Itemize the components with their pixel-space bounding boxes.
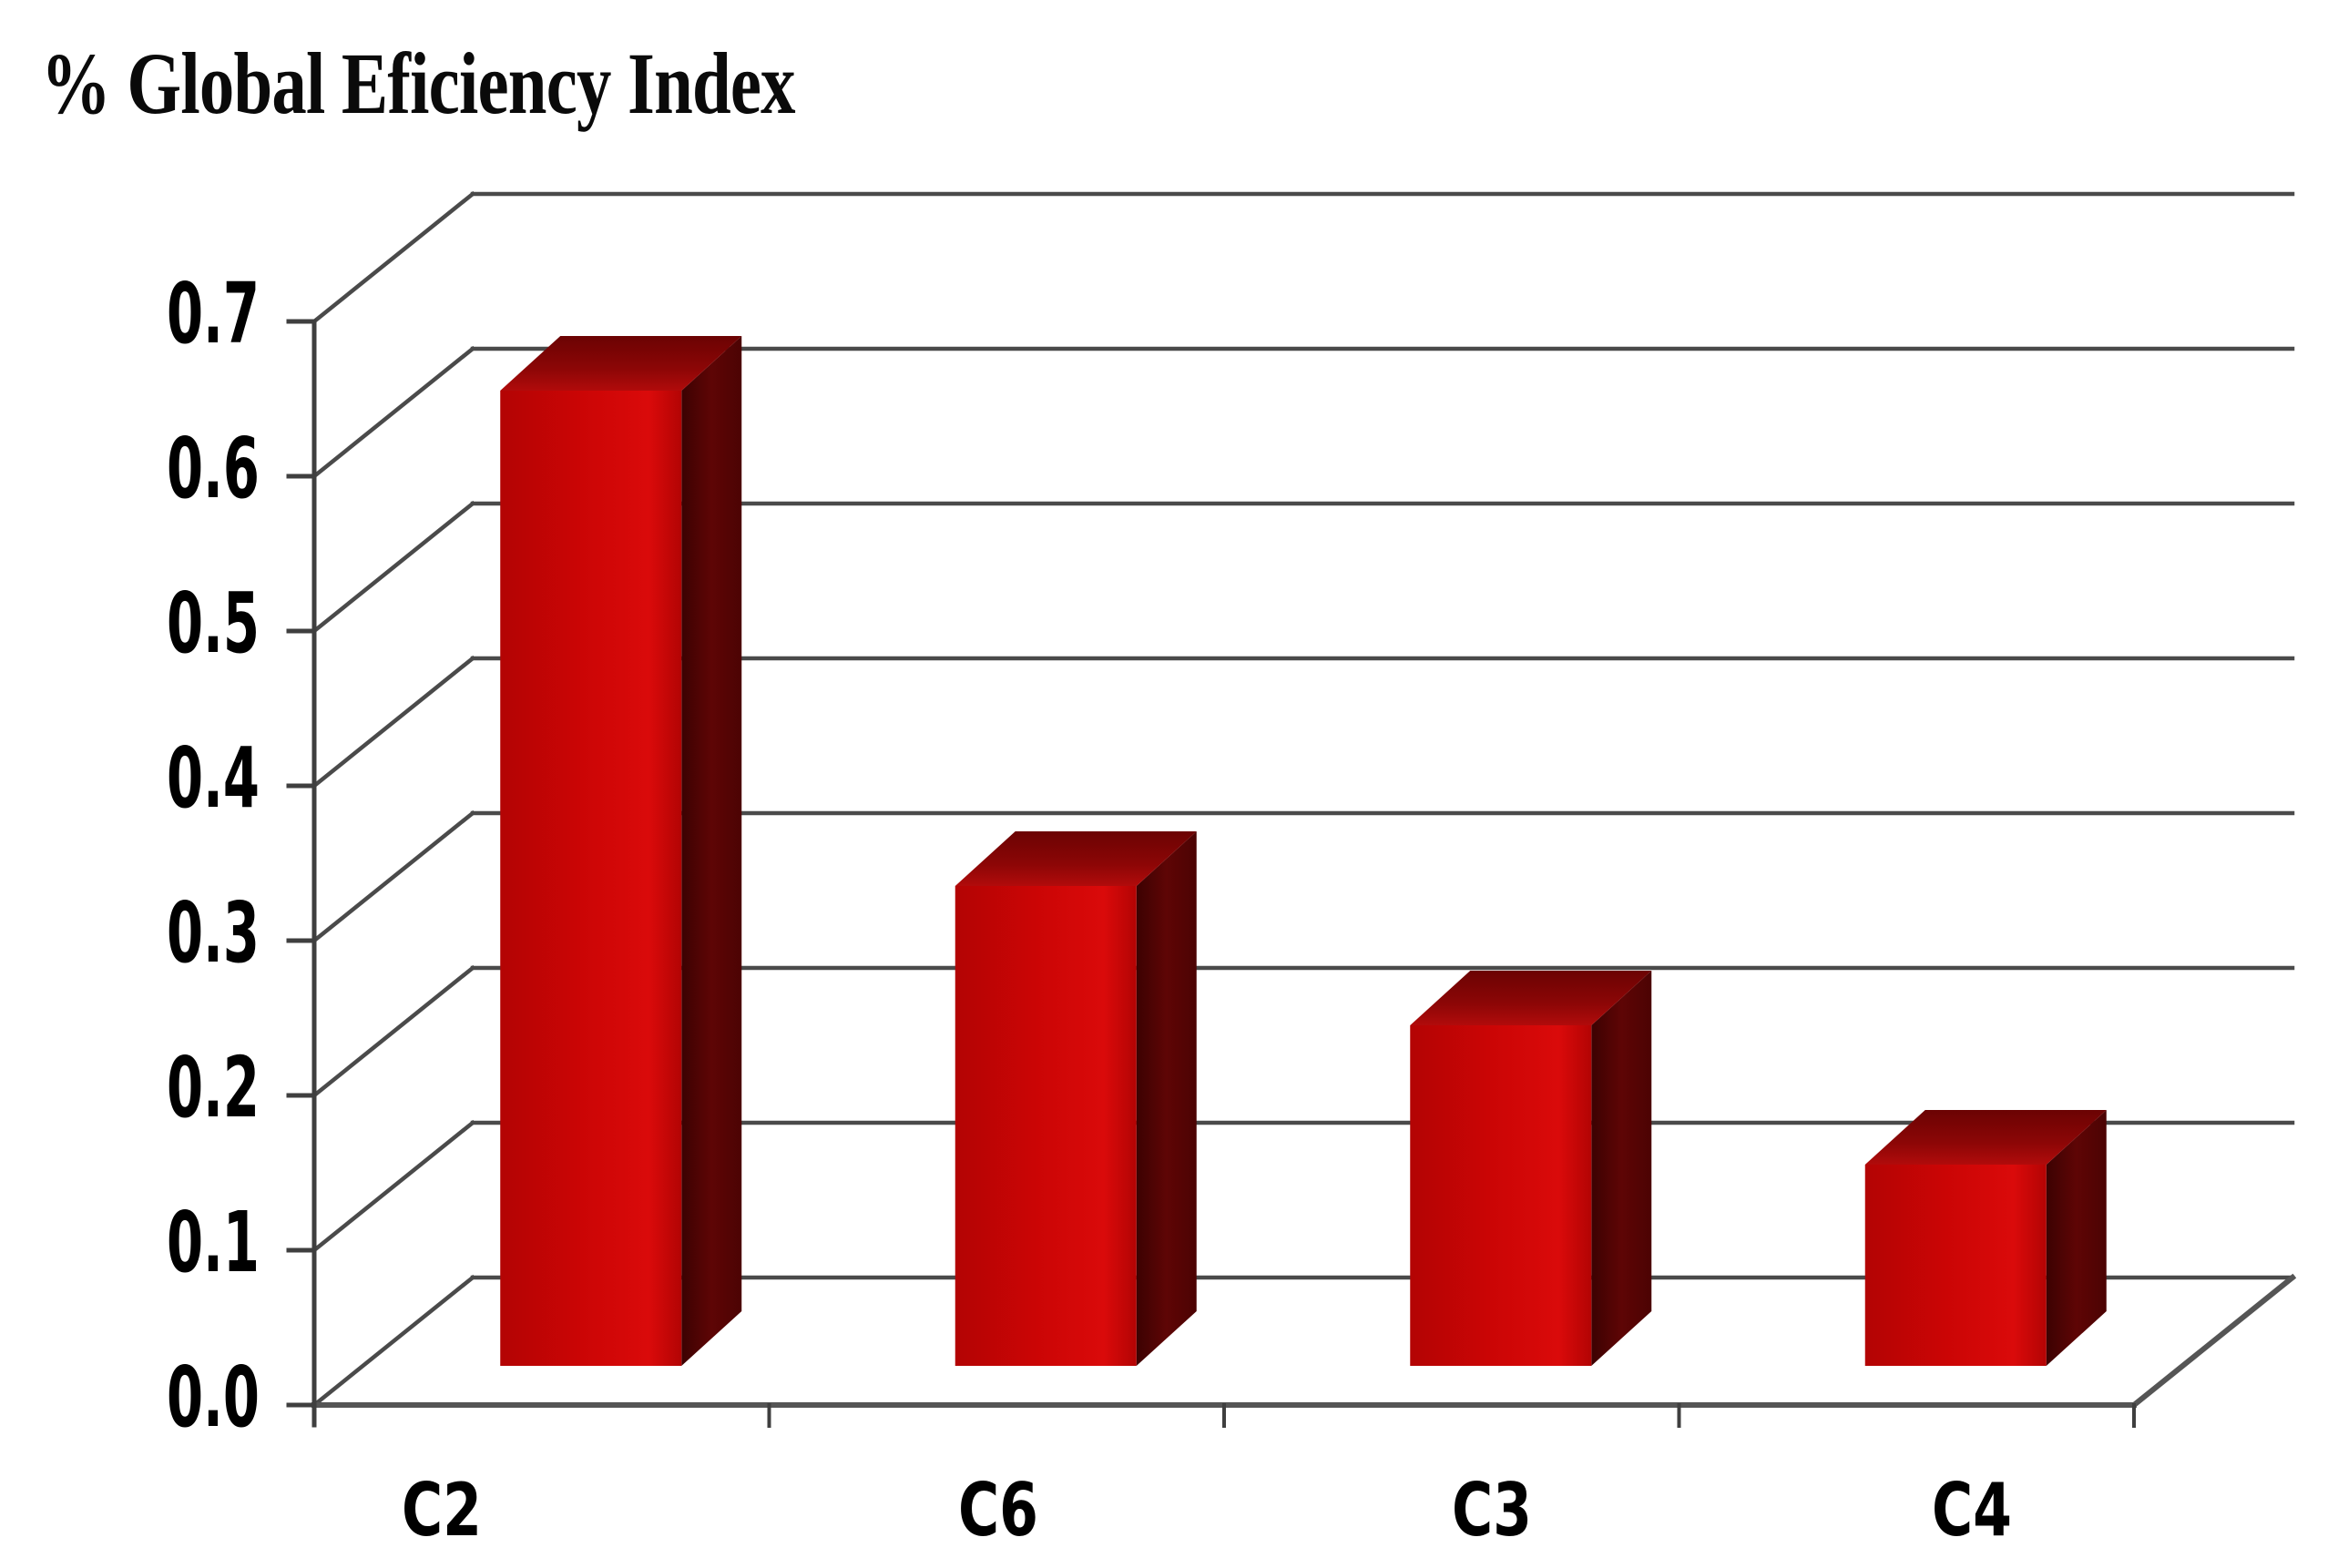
bars: [500, 336, 2107, 1366]
bar-C3: [1410, 971, 1652, 1366]
bar-C6-top: [955, 831, 1197, 886]
gridline-side-0.4: [311, 655, 476, 789]
chart-title: % Global Eficiency Index: [41, 35, 796, 132]
bar-C3-side: [1591, 971, 1652, 1366]
y-axis-label-0.7: 0.7: [167, 265, 260, 362]
bar-C3-front: [1410, 1025, 1592, 1366]
gridline-side-0.1: [311, 1119, 476, 1254]
bar-C2-top: [500, 336, 742, 391]
y-axis-label-0.5: 0.5: [167, 575, 260, 672]
gridline-side-0.3: [311, 809, 476, 944]
bar-C3-top: [1410, 971, 1652, 1025]
x-axis-label-C2: C2: [402, 1468, 482, 1553]
y-axis-label-0.1: 0.1: [167, 1194, 260, 1291]
x-axis-label-C3: C3: [1452, 1468, 1532, 1553]
y-axis-label-0.2: 0.2: [167, 1039, 260, 1136]
bar-C4: [1864, 1110, 2107, 1366]
bar-C6-side: [1136, 831, 1197, 1366]
x-axis-label-C6: C6: [958, 1468, 1038, 1553]
gridline-side-0.2: [311, 964, 476, 1099]
x-axis-label-C4: C4: [1932, 1468, 2012, 1553]
gridline-side-0.6: [311, 345, 476, 480]
bar-C6-front: [955, 886, 1137, 1366]
bar-C6: [955, 831, 1197, 1366]
gridline-side-0.7: [311, 190, 476, 325]
bar-C4-front: [1864, 1165, 2047, 1366]
gridlines: [311, 190, 2295, 1409]
y-axis-label-0.4: 0.4: [167, 729, 260, 827]
bar-C2: [500, 336, 742, 1366]
axis-labels: 0.0 0.1 0.2 0.3 0.4 0.5 0.6 0.7 C2 C6 C3 C4: [167, 265, 2012, 1553]
y-axis-label-0.6: 0.6: [167, 420, 260, 517]
bar-C2-side: [681, 336, 742, 1366]
y-axis-label-0.0: 0.0: [167, 1349, 260, 1446]
axes: [286, 319, 2136, 1428]
y-axis-label-0.3: 0.3: [167, 884, 260, 982]
gridline-side-0.0: [311, 1274, 476, 1409]
bar-C4-side: [2046, 1110, 2107, 1366]
bar-C2-front: [500, 391, 682, 1366]
gridline-side-0.5: [311, 500, 476, 635]
floor-right-edge: [2129, 1273, 2297, 1410]
bar-C4-top: [1864, 1110, 2107, 1165]
